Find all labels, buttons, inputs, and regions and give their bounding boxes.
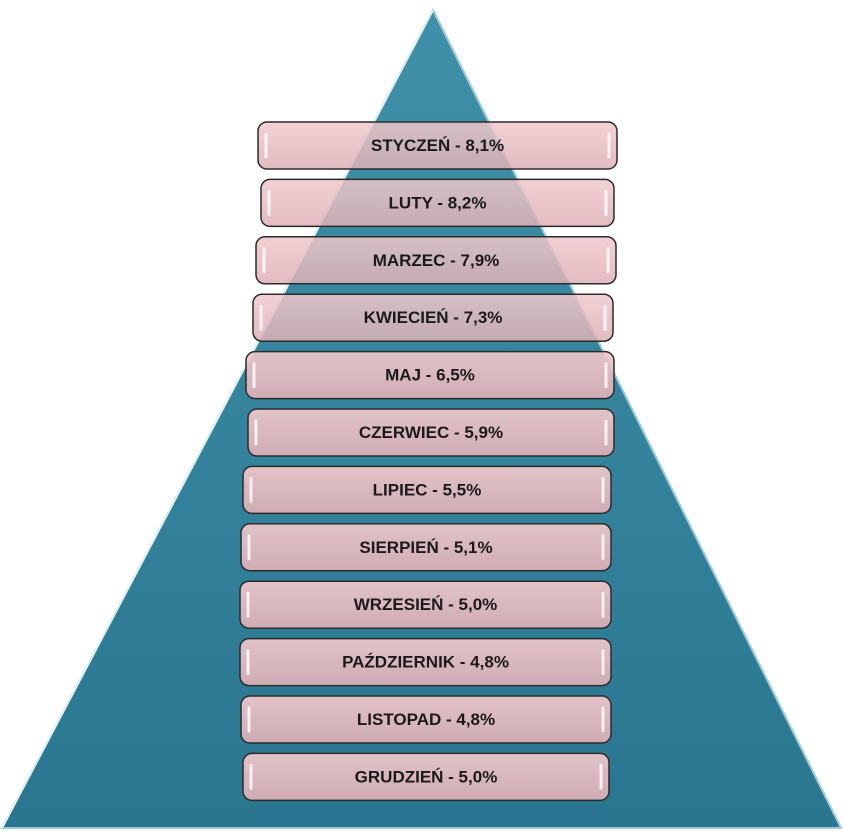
item-label: PAŹDZIERNIK - 4,8% <box>342 653 509 672</box>
item-box <box>239 637 612 687</box>
item-label: KWIECIEŃ - 7,3% <box>364 308 503 327</box>
item-box <box>240 695 612 744</box>
item-box <box>257 121 618 170</box>
items: STYCZEŃ - 8,1% LUTY - 8,2% MARZEC - 7,9% KW… <box>239 121 618 802</box>
item-label: CZERWIEC - 5,9% <box>359 423 503 442</box>
item-label: LIPIEC - 5,5% <box>373 480 482 499</box>
item-label: STYCZEŃ - 8,1% <box>371 136 504 155</box>
item-box <box>240 523 612 572</box>
item-box <box>260 178 615 228</box>
item-box <box>239 580 612 629</box>
item-box <box>255 236 617 285</box>
item-box <box>252 293 614 342</box>
item-label: WRZESIEŃ - 5,0% <box>354 595 498 614</box>
item-label: LUTY - 8,2% <box>389 193 487 212</box>
item-label: SIERPIEŃ - 5,1% <box>359 538 492 557</box>
item-label: MARZEC - 7,9% <box>373 251 500 270</box>
item-label: MAJ - 6,5% <box>385 366 475 385</box>
item-label: LISTOPAD - 4,8% <box>357 710 495 729</box>
item-box <box>242 752 610 802</box>
item-label: GRUDZIEŃ - 5,0% <box>355 767 498 786</box>
item-box <box>245 350 615 400</box>
item-box <box>242 465 612 515</box>
item-box <box>247 408 615 457</box>
